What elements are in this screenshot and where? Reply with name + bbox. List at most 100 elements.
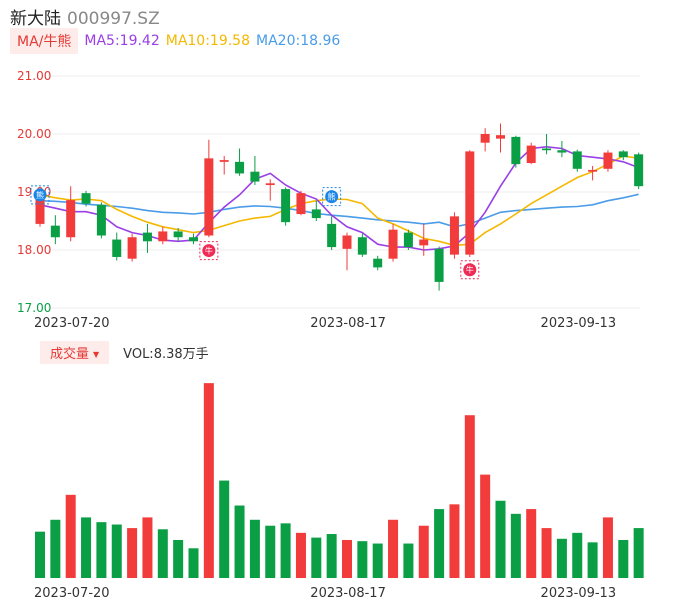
candle [204,139,214,238]
candle-body [603,152,613,169]
candle [388,223,398,262]
candle [434,246,444,291]
price-axis-label: 21.00 [17,69,51,83]
candle [572,149,582,172]
signal-dot [463,263,477,277]
signal-label: 熊 [36,190,44,200]
volume-bar [587,542,598,578]
volume-bar [342,539,352,578]
candle-body [511,136,521,165]
candle [281,187,291,226]
candle [235,148,245,176]
volume-bar [449,504,460,578]
volume-bar [81,517,92,578]
candle [96,202,106,239]
volume-bar [50,519,61,578]
candle [250,156,260,186]
signal-label: 熊 [328,192,336,202]
volume-bar [403,543,414,578]
candle [465,150,475,257]
candle [81,190,91,207]
volume-bar [326,534,337,578]
candle-body [327,223,337,248]
volume-bar [541,528,552,578]
candle-body [265,183,275,186]
volume-bar [526,509,537,578]
candle [127,233,137,262]
volume-bar [495,500,506,578]
candle-body [142,232,152,242]
volume-bar [280,523,291,578]
candle [342,232,352,271]
signal-dot [202,244,216,258]
volume-bar [556,538,567,578]
volume-bar [173,539,184,578]
signal-frame [322,187,342,207]
volume-indicator-tab[interactable]: 成交量 ▼ [40,340,110,364]
candle [142,223,152,253]
volume-bar [510,513,521,578]
candle-body [557,150,567,153]
volume-bar [96,522,107,578]
candle [588,165,598,181]
candle [66,186,76,242]
candle [449,212,459,259]
candle-body [634,154,644,187]
candle-body [618,151,628,158]
candle-body [158,231,168,242]
candle-body [542,148,552,151]
volume-bar [418,525,429,578]
candle-body [465,151,475,255]
volume-bar [65,494,76,578]
candle [603,150,613,172]
candle-body [419,239,429,246]
ma-indicator-tab[interactable]: MA/牛熊 [10,28,79,54]
candle-body [281,189,291,223]
candle-body [66,200,76,238]
signal-frame [460,260,480,280]
candle-body [250,171,260,182]
candle-body [173,231,183,238]
candle-body [373,258,383,268]
candle [496,123,505,153]
candle-body [189,237,198,242]
candle-body [357,237,367,255]
stock-title: 新大陆 000997.SZ [10,4,160,29]
volume-bar [357,541,368,578]
date-axis-label: 2023-07-20 [34,316,110,330]
candle-body [388,229,398,259]
candle-body [311,209,321,219]
volume-bar [618,539,629,578]
volume-legend: 成交量 ▼ VOL:8.38万手 [40,340,209,364]
candle [112,232,122,261]
candle-body [342,235,352,249]
bear-signal-icon: 熊 [322,187,342,207]
ma5-label: MA5:19.42 [84,33,160,49]
stock-name: 新大陆 [10,9,61,29]
candle-body [496,135,505,139]
bear-signal-icon: 熊 [30,185,50,205]
volume-bar [188,548,199,578]
date-axis-label: 2023-09-13 [541,316,617,330]
candle [219,156,229,175]
volume-chart[interactable]: 2023-07-20 2023-08-17 2023-09-13 [0,366,686,606]
candle-body [588,169,598,172]
signal-dot [325,190,339,204]
price-axis-label: 17.00 [17,301,51,315]
volume-bar [203,383,214,578]
candle [557,140,567,158]
candle-body [112,239,122,257]
candle-body [204,158,214,236]
volume-bar [464,415,475,578]
signal-label: 牛 [205,246,213,256]
candle [373,255,383,271]
candle-body [127,237,137,259]
candle-body [403,232,413,248]
volume-bar [295,532,306,578]
price-axis-label: 20.00 [17,127,51,141]
price-axis-label: 18.00 [17,243,51,257]
candle-body [434,248,444,282]
volume-bar [249,519,260,578]
candle [526,142,536,165]
